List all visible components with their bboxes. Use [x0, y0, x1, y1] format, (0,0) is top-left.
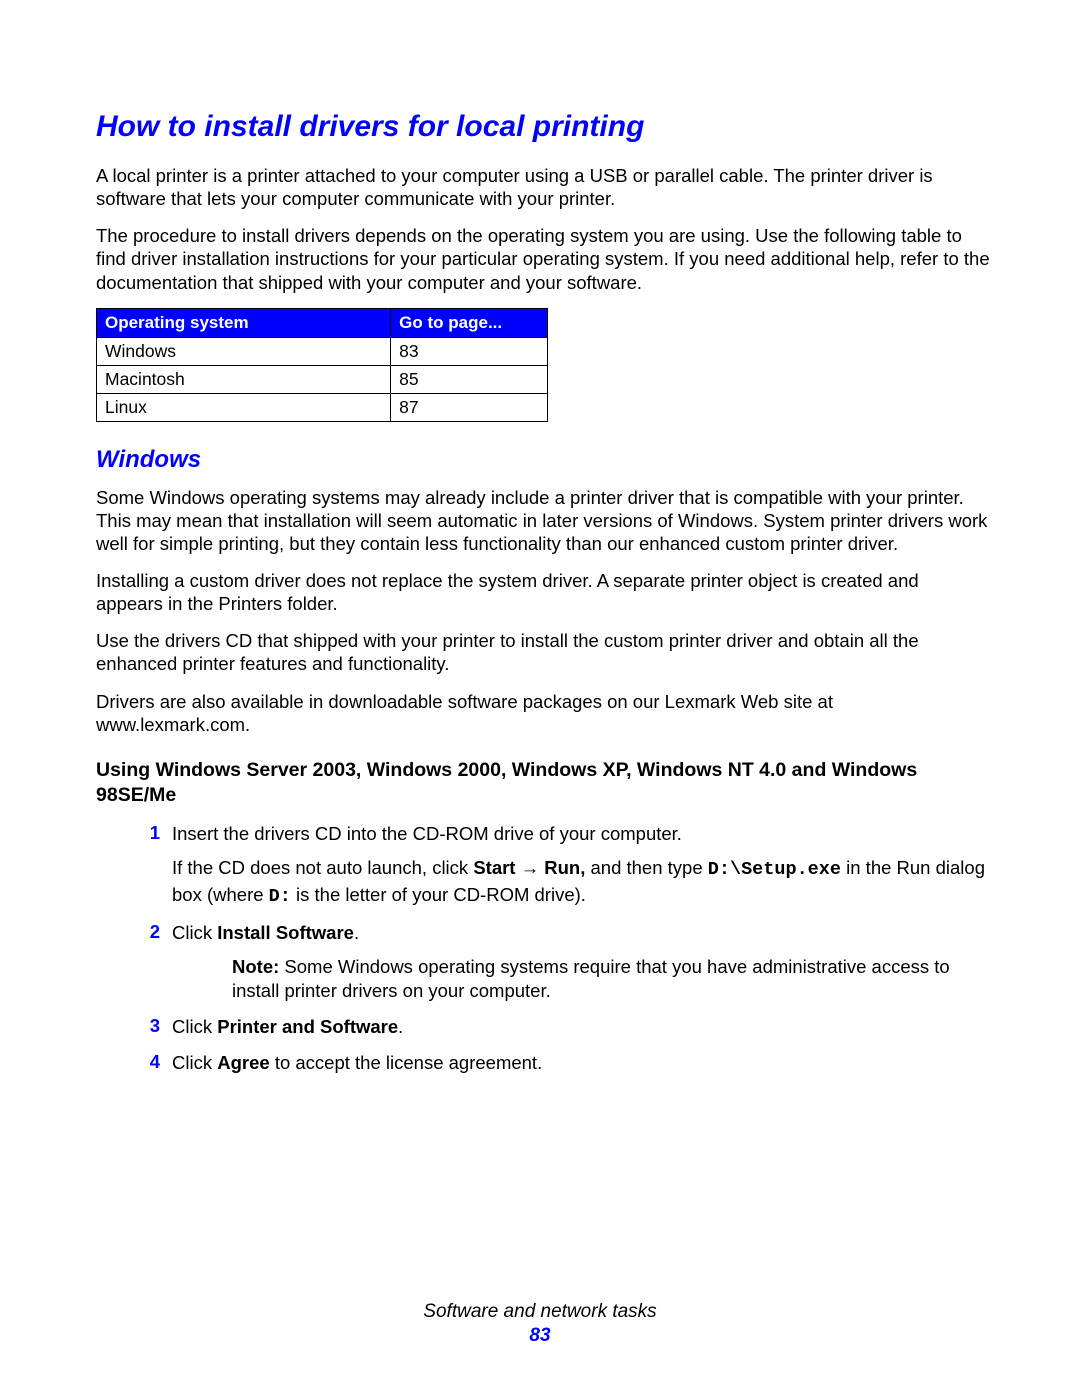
- text-fragment: and then type: [585, 857, 707, 878]
- using-windows-heading: Using Windows Server 2003, Windows 2000,…: [96, 758, 990, 809]
- page-footer: Software and network tasks 83: [0, 1301, 1080, 1347]
- step-4: 4 Click Agree to accept the license agre…: [134, 1051, 990, 1075]
- install-software-label: Install Software: [217, 922, 354, 943]
- step-4-text: Click Agree to accept the license agreem…: [172, 1051, 990, 1075]
- printer-software-label: Printer and Software: [217, 1016, 398, 1037]
- setup-command: D:\Setup.exe: [708, 859, 841, 880]
- table-cell-page: 83: [391, 337, 548, 365]
- step-body: Click Agree to accept the license agreem…: [172, 1051, 990, 1075]
- run-label: Run,: [544, 857, 585, 878]
- step-number: 1: [134, 822, 172, 908]
- step-body: Click Printer and Software.: [172, 1015, 990, 1039]
- text-fragment: .: [398, 1016, 403, 1037]
- text-fragment: Click: [172, 1052, 217, 1073]
- table-cell-os: Linux: [97, 393, 391, 421]
- table-row: Macintosh 85: [97, 365, 548, 393]
- text-fragment: Click: [172, 922, 217, 943]
- table-cell-page: 85: [391, 365, 548, 393]
- step-number: 2: [134, 921, 172, 1003]
- table-row: Windows 83: [97, 337, 548, 365]
- footer-section-name: Software and network tasks: [0, 1301, 1080, 1323]
- step-3-text: Click Printer and Software.: [172, 1015, 990, 1039]
- windows-paragraph-3: Use the drivers CD that shipped with you…: [96, 629, 990, 675]
- table-row: Linux 87: [97, 393, 548, 421]
- step-3: 3 Click Printer and Software.: [134, 1015, 990, 1039]
- step-body: Insert the drivers CD into the CD-ROM dr…: [172, 822, 990, 908]
- intro-paragraph-1: A local printer is a printer attached to…: [96, 164, 990, 210]
- os-table: Operating system Go to page... Windows 8…: [96, 308, 548, 422]
- step-number: 3: [134, 1015, 172, 1039]
- step-body: Click Install Software. Note: Some Windo…: [172, 921, 990, 1003]
- text-fragment: If the CD does not auto launch, click: [172, 857, 473, 878]
- table-header-page: Go to page...: [391, 308, 548, 337]
- table-cell-os: Windows: [97, 337, 391, 365]
- note-text: Some Windows operating systems require t…: [232, 956, 950, 1001]
- footer-page-number: 83: [0, 1325, 1080, 1347]
- drive-letter: D:: [269, 886, 291, 907]
- windows-paragraph-4: Drivers are also available in downloadab…: [96, 690, 990, 736]
- windows-paragraph-2: Installing a custom driver does not repl…: [96, 569, 990, 615]
- page-title: How to install drivers for local printin…: [96, 110, 990, 144]
- step-number: 4: [134, 1051, 172, 1075]
- note-label: Note:: [232, 956, 279, 977]
- start-label: Start: [473, 857, 515, 878]
- text-fragment: .: [354, 922, 359, 943]
- document-page: How to install drivers for local printin…: [0, 0, 1080, 1397]
- step-1: 1 Insert the drivers CD into the CD-ROM …: [134, 822, 990, 908]
- step-2-note: Note: Some Windows operating systems req…: [172, 955, 990, 1003]
- text-fragment: Click: [172, 1016, 217, 1037]
- windows-paragraph-1: Some Windows operating systems may alrea…: [96, 486, 990, 555]
- text-fragment: to accept the license agreement.: [270, 1052, 543, 1073]
- agree-label: Agree: [217, 1052, 269, 1073]
- intro-paragraph-2: The procedure to install drivers depends…: [96, 224, 990, 293]
- table-header-row: Operating system Go to page...: [97, 308, 548, 337]
- table-cell-os: Macintosh: [97, 365, 391, 393]
- text-fragment: is the letter of your CD-ROM drive).: [291, 884, 586, 905]
- arrow-icon: →: [515, 857, 544, 878]
- table-header-os: Operating system: [97, 308, 391, 337]
- step-1-continuation: If the CD does not auto launch, click St…: [172, 856, 990, 908]
- windows-subtitle: Windows: [96, 446, 990, 474]
- step-2-text: Click Install Software.: [172, 921, 990, 945]
- step-1-text: Insert the drivers CD into the CD-ROM dr…: [172, 822, 990, 846]
- step-2: 2 Click Install Software. Note: Some Win…: [134, 921, 990, 1003]
- steps-list: 1 Insert the drivers CD into the CD-ROM …: [96, 822, 990, 1074]
- table-cell-page: 87: [391, 393, 548, 421]
